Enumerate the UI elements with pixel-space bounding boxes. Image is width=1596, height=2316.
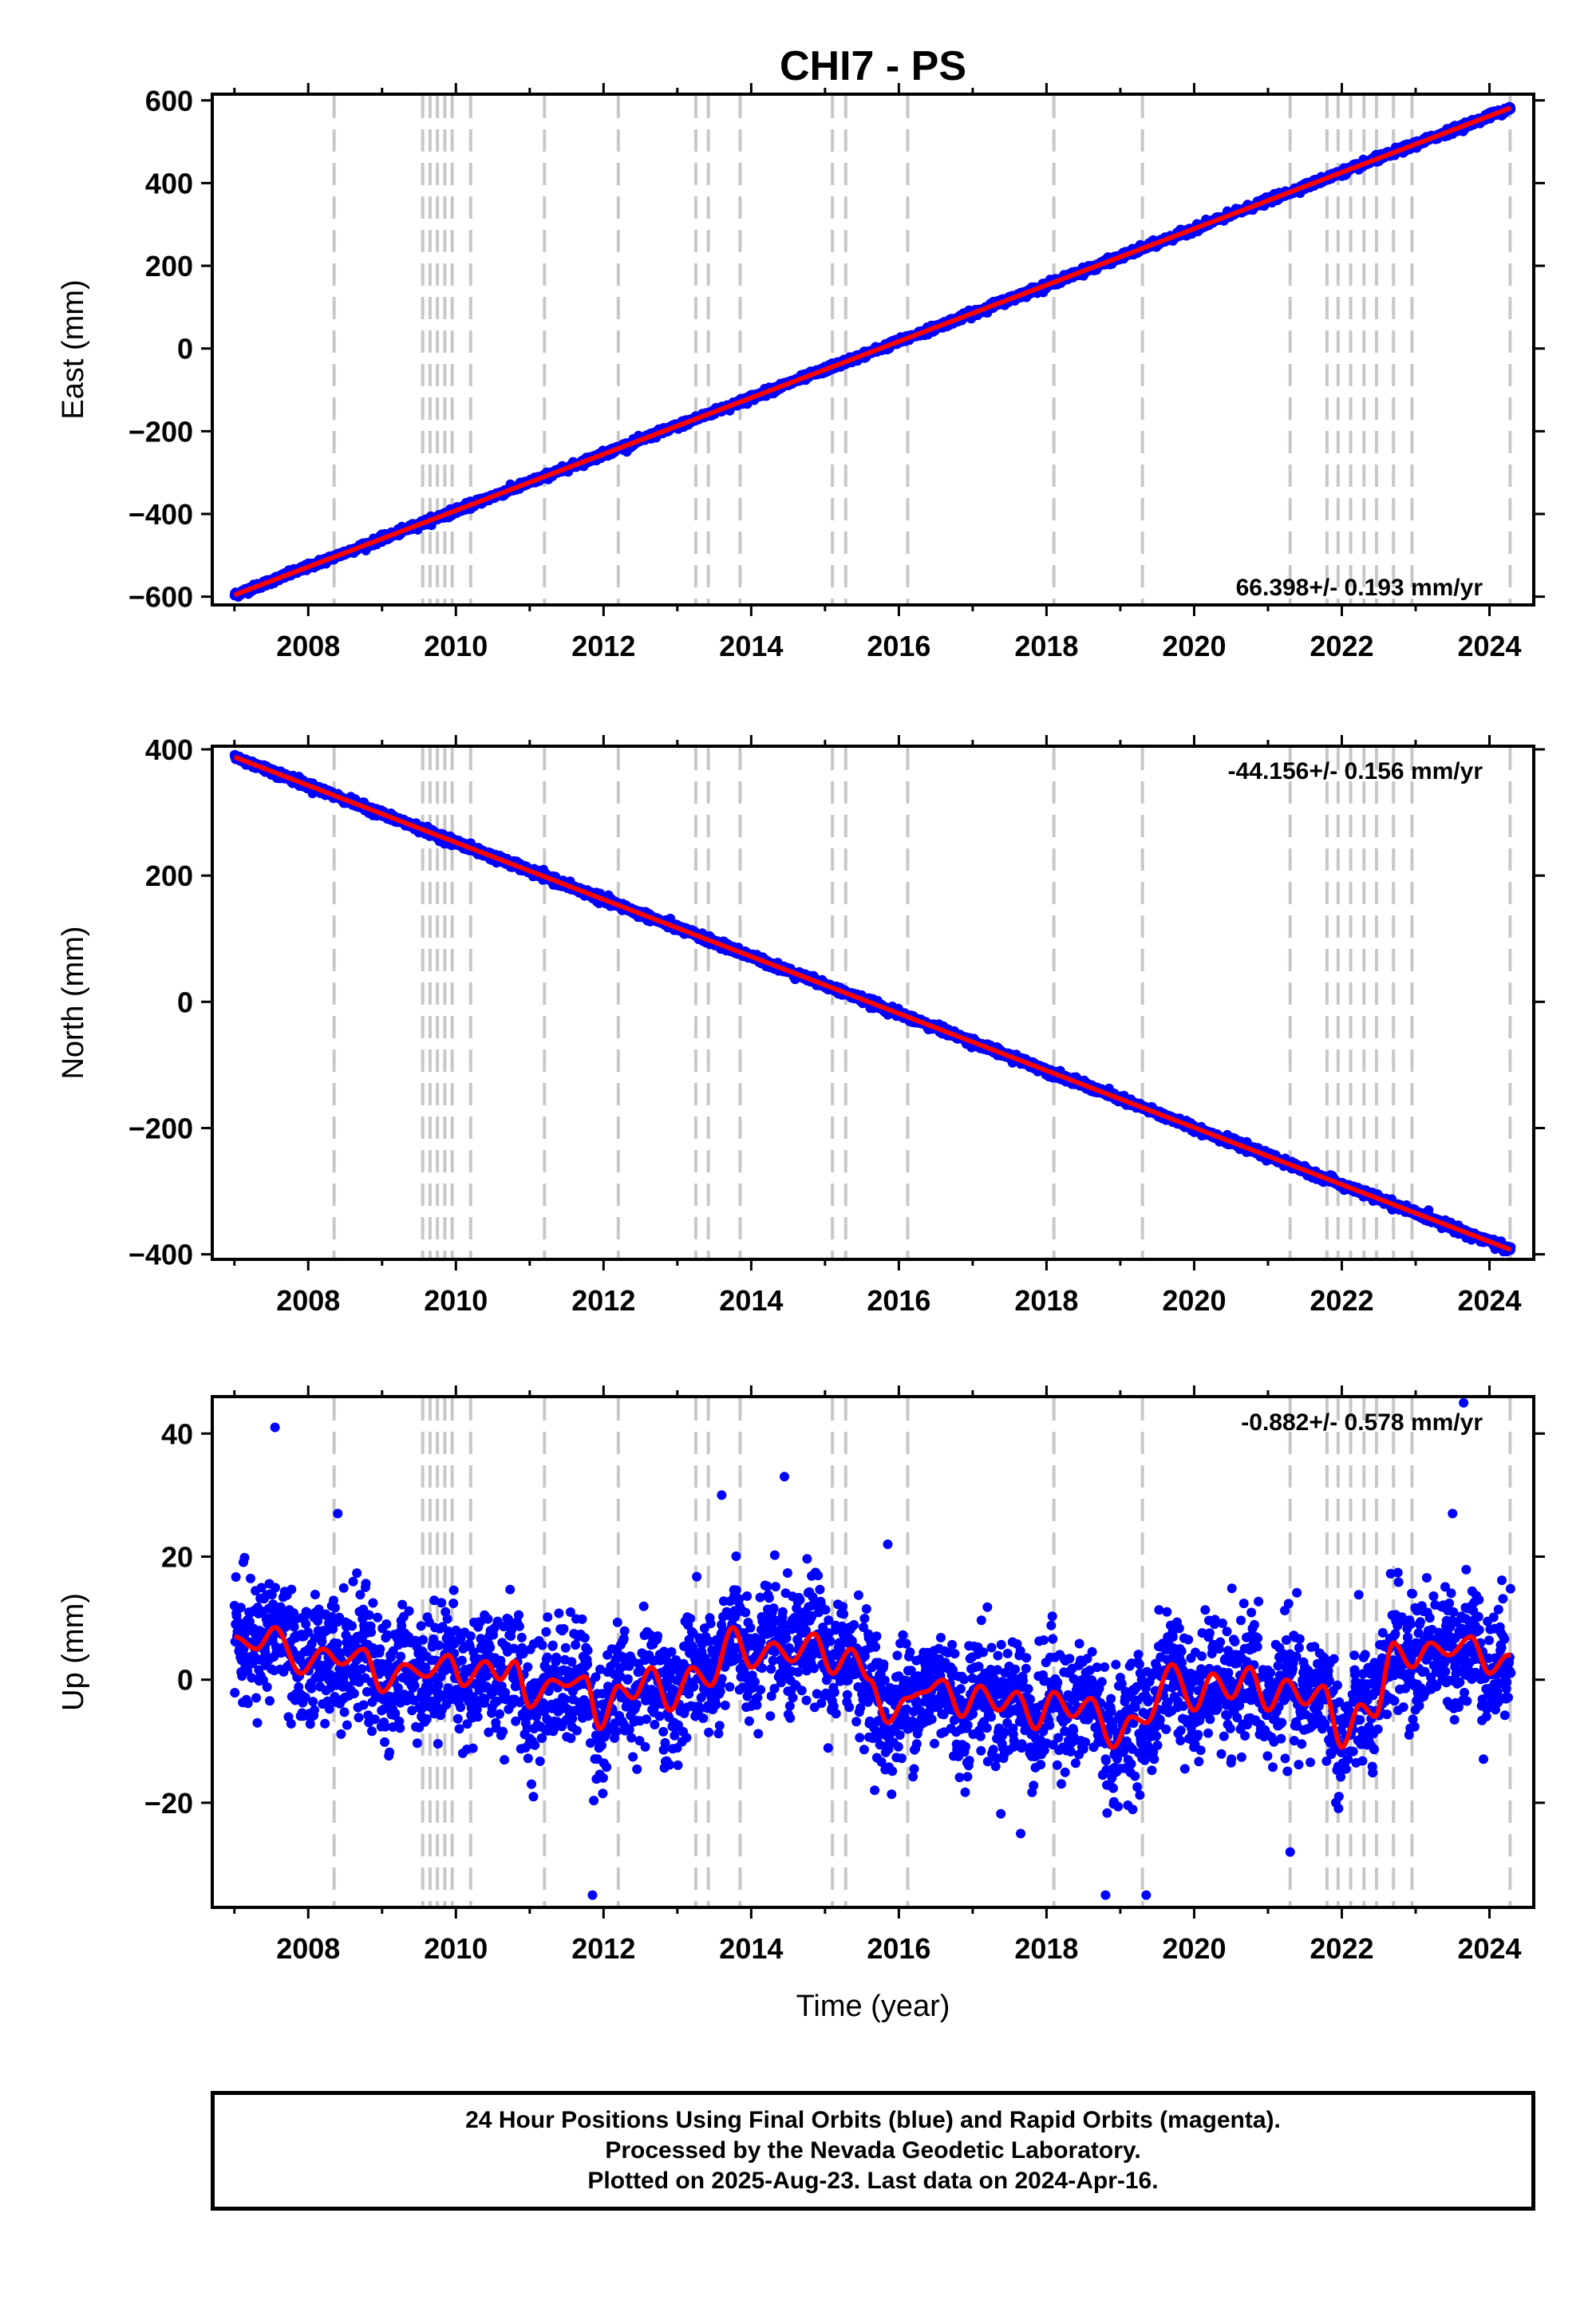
east-panel: 2008 2010 2012 2014 2016 2018 2020 2022 2024 −600… bbox=[57, 83, 1545, 662]
y-tick-label: −600 bbox=[128, 581, 193, 614]
event-lines bbox=[332, 96, 1512, 603]
x-tick-label: 2020 bbox=[1162, 630, 1226, 662]
y-tick-label: 600 bbox=[145, 85, 193, 117]
y-tick-label: 0 bbox=[177, 333, 193, 366]
chart-title: CHI7 - PS bbox=[780, 43, 966, 89]
model-line bbox=[233, 105, 1512, 598]
x-tick-label: 2012 bbox=[571, 630, 635, 662]
x-tick-label: 2010 bbox=[424, 630, 488, 662]
y-tick-label: −400 bbox=[128, 498, 193, 531]
x-tick-label: 2018 bbox=[1014, 630, 1078, 662]
y-tick-label: 200 bbox=[145, 250, 193, 283]
x-tick-label: 2016 bbox=[867, 630, 930, 662]
y-axis-label: East (mm) bbox=[57, 279, 90, 419]
x-tick-label: 2024 bbox=[1457, 630, 1521, 662]
y-tick-label: 400 bbox=[145, 167, 193, 200]
y-tick-label: −200 bbox=[128, 415, 193, 448]
north-panel: 2008 2010 2012 2014 2016 2018 2020 2022 2024−400… bbox=[57, 733, 1545, 1317]
rate-label: 66.398+/- 0.193 mm/yr bbox=[1236, 575, 1483, 601]
x-tick-label: 2014 bbox=[719, 630, 783, 662]
x-tick-label: 2008 bbox=[276, 630, 340, 662]
x-tick-label: 2022 bbox=[1310, 630, 1373, 662]
